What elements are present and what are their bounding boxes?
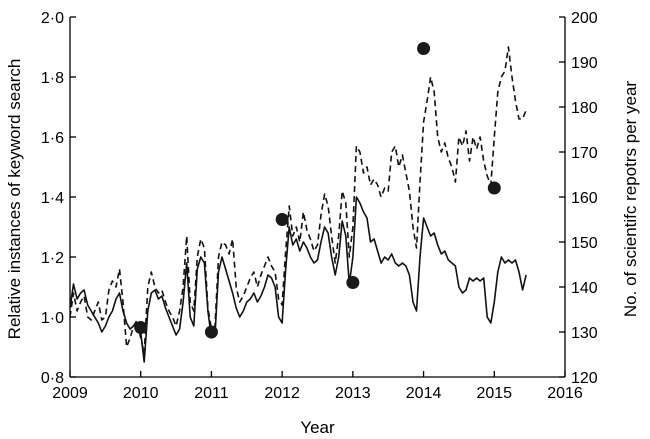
series-markers — [134, 42, 501, 339]
y-right-tick-label-140: 140 — [571, 280, 598, 297]
y-left-tick-label-5: 1·8 — [41, 70, 64, 87]
y-left-tick-label-2: 1·2 — [41, 250, 64, 267]
tick-marks — [69, 16, 566, 378]
y-axis-left-label: Relative instances of keyword search — [5, 59, 24, 340]
marker-point-2011 — [204, 325, 218, 339]
y-right-tick-label-160: 160 — [571, 190, 598, 207]
y-right-tick-label-190: 190 — [571, 55, 598, 72]
marker-point-2014 — [417, 42, 431, 55]
y-right-tick-label-170: 170 — [571, 145, 598, 162]
x-axis-label: Year — [300, 418, 335, 437]
y-right-tick-label-120: 120 — [571, 370, 598, 387]
marker-point-2012 — [275, 213, 289, 226]
marker-point-2010 — [134, 321, 148, 334]
y-left-tick-label-0: 0·8 — [41, 370, 64, 387]
y-right-tick-label-130: 130 — [571, 325, 598, 342]
y-right-tick-label-200: 200 — [571, 10, 598, 27]
y-left-tick-label-4: 1·6 — [41, 130, 64, 147]
series-line-solid — [69, 196, 527, 363]
y-right-tick-label-150: 150 — [571, 235, 598, 252]
marker-point-2015 — [487, 181, 501, 195]
y-right-tick-label-180: 180 — [571, 100, 598, 117]
x-tick-label-2015: 2015 — [476, 385, 512, 402]
marker-point-2013 — [346, 276, 360, 289]
x-tick-label-2014: 2014 — [406, 385, 442, 402]
x-tick-label-2012: 2012 — [264, 385, 300, 402]
series-line-dashed — [69, 46, 527, 354]
x-tick-label-2009: 2009 — [52, 385, 88, 402]
x-tick-label-2016: 2016 — [547, 385, 583, 402]
tick-labels: 2009 2010 2011 2012 2013 2014 2015 2016 0·8 1·0 1·… — [41, 10, 598, 402]
y-left-tick-label-6: 2·0 — [41, 10, 64, 27]
series-group — [69, 42, 527, 363]
x-tick-label-2010: 2010 — [123, 385, 159, 402]
x-tick-label-2011: 2011 — [194, 385, 229, 402]
y-left-tick-label-3: 1·4 — [41, 190, 64, 207]
x-tick-label-2013: 2013 — [335, 385, 371, 402]
y-left-tick-label-1: 1·0 — [41, 310, 64, 327]
y-axis-right-label: No. of scientifc repotrs per year — [621, 81, 640, 318]
